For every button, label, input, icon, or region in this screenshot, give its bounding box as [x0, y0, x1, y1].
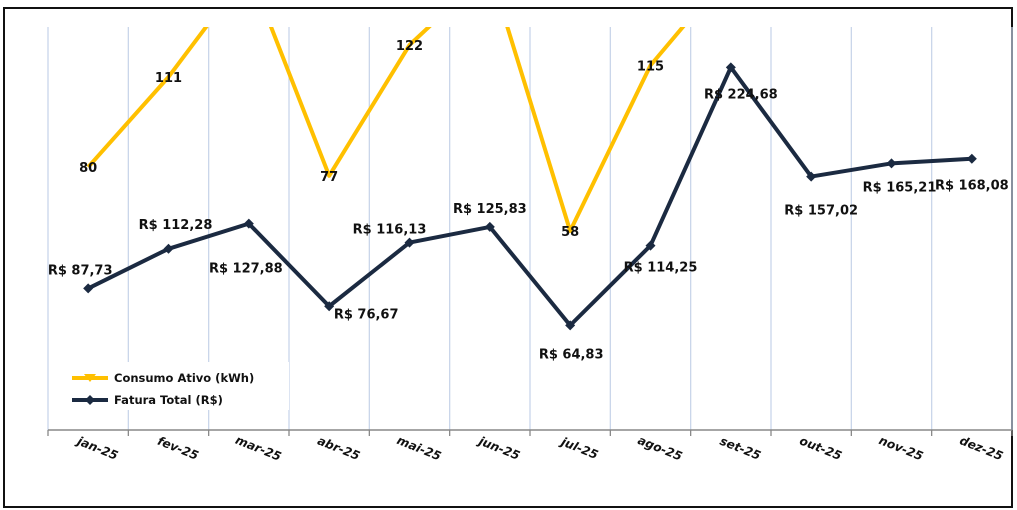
- x-tick-label: ago-25: [636, 433, 684, 463]
- x-tick-label: dez-25: [958, 433, 1005, 463]
- x-tick-label: jun-25: [475, 433, 522, 463]
- data-label-fatura-total: R$ 112,28: [139, 218, 213, 233]
- data-point-fatura-total: [806, 171, 817, 182]
- data-point-fatura-total: [324, 301, 335, 312]
- data-point-fatura-total: [484, 221, 495, 232]
- data-label-consumo-ativo: 77: [320, 170, 338, 185]
- legend-label-fatura-total: Fatura Total (R$): [114, 393, 223, 407]
- data-label-consumo-ativo: 80: [79, 161, 97, 176]
- x-tick-label: mar-25: [233, 433, 283, 464]
- x-tick-label: jul-25: [557, 434, 600, 462]
- series-line-consumo-ativo: [86, 27, 686, 233]
- data-label-consumo-ativo: 122: [396, 39, 423, 54]
- x-tick-label: nov-25: [877, 433, 925, 463]
- data-label-fatura-total: R$ 114,25: [624, 261, 698, 276]
- data-label-fatura-total: R$ 76,67: [334, 307, 399, 322]
- data-point-fatura-total: [243, 218, 254, 229]
- x-tick-label: out-25: [798, 434, 844, 464]
- data-label-fatura-total: R$ 224,68: [704, 87, 778, 102]
- data-point-fatura-total: [83, 283, 94, 294]
- data-point-fatura-total: [645, 240, 656, 251]
- data-label-fatura-total: R$ 157,02: [784, 204, 858, 219]
- data-point-fatura-total: [163, 243, 174, 254]
- data-label-fatura-total: R$ 64,83: [539, 347, 604, 362]
- data-point-fatura-total: [966, 153, 977, 164]
- x-tick-label: mai-25: [395, 433, 443, 463]
- data-label-consumo-ativo: 58: [561, 225, 579, 240]
- legend-marker-diamond-icon: [85, 395, 95, 405]
- series-line-fatura-total: [87, 65, 972, 328]
- legend-marker-triangle-icon: [84, 374, 96, 382]
- data-point-fatura-total: [725, 62, 736, 73]
- legend-label-consumo-ativo: Consumo Ativo (kWh): [114, 371, 254, 385]
- data-label-fatura-total: R$ 168,08: [935, 179, 1009, 194]
- data-point-fatura-total: [404, 237, 415, 248]
- x-tick-label: set-25: [718, 434, 763, 463]
- data-label-fatura-total: R$ 127,88: [209, 262, 283, 277]
- x-tick-label: fev-25: [155, 434, 200, 463]
- data-label-fatura-total: R$ 165,21: [863, 180, 937, 195]
- data-label-fatura-total: R$ 87,73: [48, 263, 113, 278]
- data-point-fatura-total: [565, 320, 576, 331]
- data-label-fatura-total: R$ 125,83: [453, 202, 527, 217]
- x-tick-label: abr-25: [316, 434, 362, 464]
- data-point-fatura-total: [886, 158, 897, 169]
- x-tick-label: jan-25: [74, 433, 120, 463]
- data-label-consumo-ativo: 111: [155, 71, 182, 86]
- data-label-consumo-ativo: 115: [637, 59, 664, 74]
- plot-area: [83, 27, 977, 331]
- chart-frame: [3, 7, 1013, 508]
- data-label-fatura-total: R$ 116,13: [353, 223, 427, 238]
